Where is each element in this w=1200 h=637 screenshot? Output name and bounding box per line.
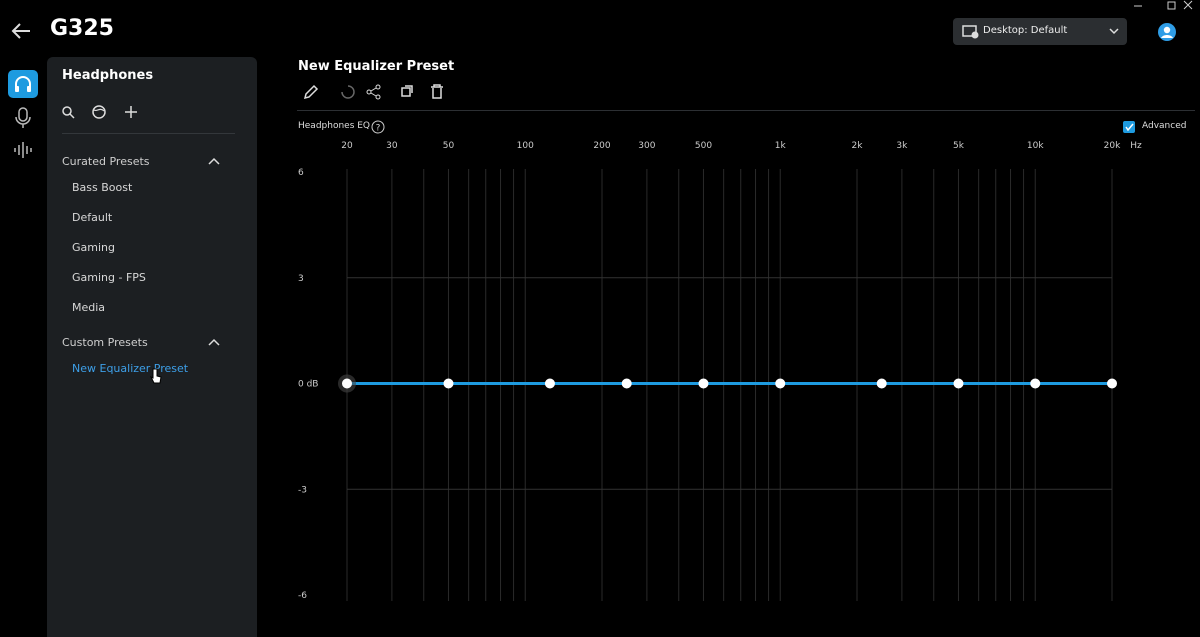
x-tick-label: 10k <box>1027 141 1044 151</box>
device-selector[interactable]: Desktop: Default <box>953 18 1127 45</box>
selector-label: Desktop: Default <box>983 25 1068 36</box>
collapse-icon[interactable] <box>208 338 220 346</box>
eq-chart: 20 30 50 100 200 300 500 1k 2k 3k 5k 10k 20k Hz 6 3 0 dB… <box>298 141 1142 601</box>
eq-point[interactable] <box>544 378 555 389</box>
x-tick-label: 200 <box>593 141 610 151</box>
preset-item[interactable]: Bass Boost <box>72 181 133 194</box>
x-tick-label: 1k <box>775 141 787 151</box>
avatar[interactable] <box>1157 22 1177 42</box>
sidebar <box>47 57 257 637</box>
collapse-icon[interactable] <box>208 157 220 165</box>
advanced-label[interactable]: Advanced <box>1142 121 1187 131</box>
rail-headphones[interactable] <box>8 70 38 98</box>
x-tick-label: 50 <box>443 141 455 151</box>
cursor <box>150 368 162 384</box>
x-tick-label: 100 <box>517 141 534 151</box>
preset-item[interactable]: Media <box>72 301 106 314</box>
x-axis-unit: Hz <box>1130 141 1142 151</box>
back-button[interactable] <box>10 22 32 40</box>
preset-title: New Equalizer Preset <box>298 59 455 74</box>
svg-text:?: ? <box>376 124 381 134</box>
section-title[interactable]: Curated Presets <box>62 155 150 168</box>
y-tick-label: 0 dB <box>298 380 318 390</box>
sidebar-title: Headphones <box>62 68 154 83</box>
eq-point[interactable] <box>621 378 632 389</box>
preset-toolbar[interactable] <box>302 82 452 102</box>
y-tick-label: -6 <box>298 591 307 601</box>
rail-audio[interactable] <box>13 141 33 159</box>
eq-point[interactable] <box>1030 378 1041 389</box>
x-tick-label: 30 <box>386 141 398 151</box>
help-icon[interactable]: ? <box>371 120 385 134</box>
eq-point[interactable] <box>698 378 709 389</box>
eq-point[interactable] <box>342 378 352 389</box>
x-tick-label: 2k <box>852 141 864 151</box>
preset-item[interactable]: Default <box>72 211 113 224</box>
preset-item[interactable]: Gaming <box>72 241 115 254</box>
chart-title: Headphones EQ <box>298 121 371 131</box>
x-tick-label: 3k <box>896 141 908 151</box>
y-tick-label: 3 <box>298 274 304 284</box>
y-tick-label: 6 <box>298 168 304 178</box>
preset-item-active[interactable]: New Equalizer Preset <box>72 362 189 375</box>
x-tick-label: 20 <box>341 141 353 151</box>
sidebar-tools[interactable] <box>60 103 140 121</box>
eq-point[interactable] <box>443 378 454 389</box>
window-controls[interactable] <box>1133 0 1193 15</box>
rail-microphone[interactable] <box>13 107 33 129</box>
preset-item[interactable]: Gaming - FPS <box>72 271 146 284</box>
eq-point[interactable] <box>1107 378 1117 389</box>
section-title[interactable]: Custom Presets <box>62 336 148 349</box>
divider <box>62 133 235 134</box>
x-tick-label: 300 <box>638 141 655 151</box>
x-tick-label: 500 <box>695 141 712 151</box>
y-tick-label: -3 <box>298 485 307 495</box>
x-tick-label: 20k <box>1104 141 1121 151</box>
x-tick-label: 5k <box>953 141 965 151</box>
device-title: G325 <box>50 16 114 41</box>
eq-point[interactable] <box>775 378 786 389</box>
eq-point[interactable] <box>876 378 887 389</box>
advanced-checkbox[interactable] <box>1123 121 1136 134</box>
divider <box>297 110 1195 111</box>
eq-point[interactable] <box>953 378 964 389</box>
